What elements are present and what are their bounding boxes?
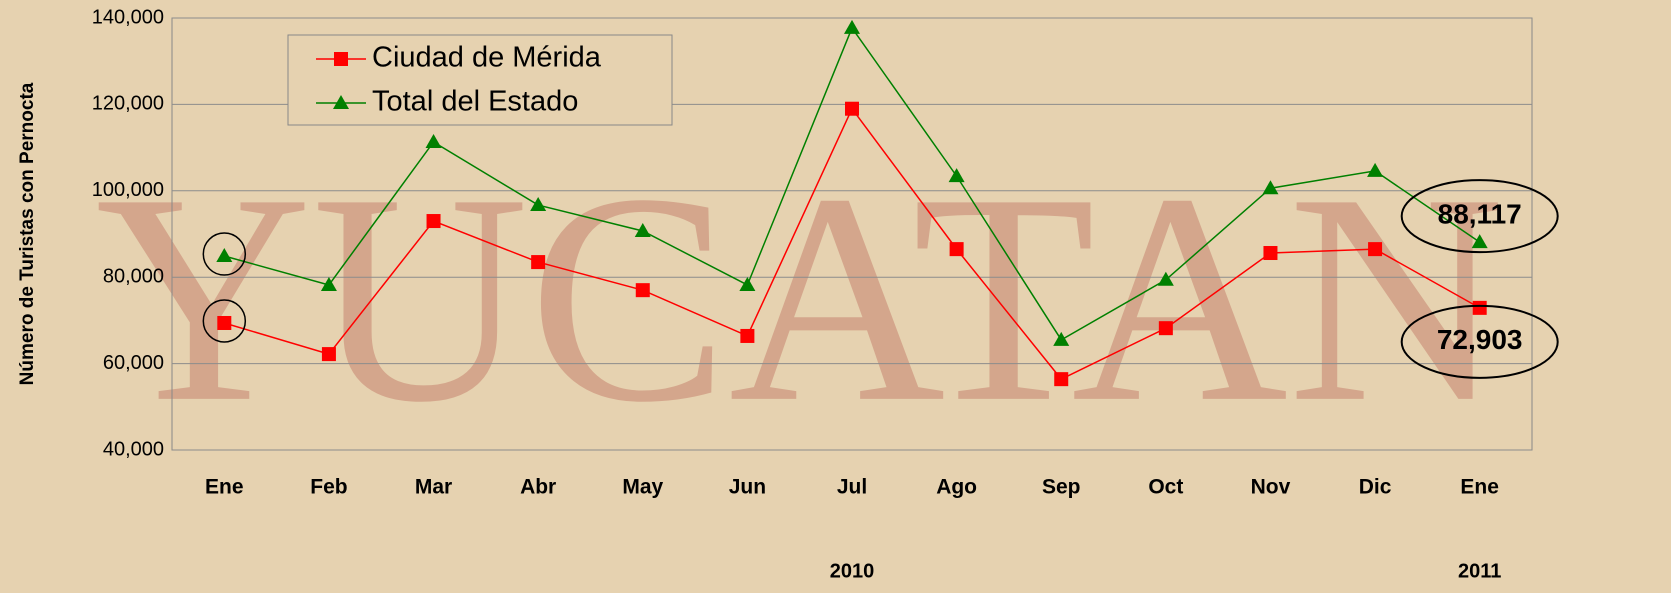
chart: YUCATAN Número de Turistas con Pernocta … — [0, 0, 1671, 593]
x-tick-label: May — [622, 476, 663, 499]
x-tick-label: Nov — [1251, 476, 1291, 499]
data-point — [845, 102, 859, 116]
x-tick-label: Mar — [415, 476, 452, 499]
x-tick-label: Jul — [837, 476, 867, 499]
x-tick-label: Ene — [205, 476, 244, 499]
x-tick-label: Dic — [1359, 476, 1392, 499]
x-tick-label: Ago — [936, 476, 977, 499]
y-tick-label: 100,000 — [92, 179, 164, 201]
data-point — [740, 329, 754, 343]
x-tick-label: Jun — [729, 476, 766, 499]
y-tick-label: 120,000 — [92, 93, 164, 115]
data-point — [1054, 372, 1068, 386]
y-tick-label: 40,000 — [103, 438, 164, 460]
x-tick-label: Feb — [310, 476, 347, 499]
year-label: 2010 — [830, 560, 875, 582]
legend-label: Ciudad de Mérida — [372, 42, 602, 74]
page: YUCATAN Número de Turistas con Pernocta … — [0, 0, 1671, 593]
data-point — [844, 20, 860, 34]
data-point — [1263, 246, 1277, 260]
data-point — [1368, 242, 1382, 256]
value-label: 88,117 — [1438, 199, 1522, 230]
y-tick-label: 60,000 — [103, 352, 164, 374]
y-axis-title: Número de Turistas con Pernocta — [17, 82, 38, 385]
data-point — [636, 283, 650, 297]
year-label: 2011 — [1458, 560, 1501, 582]
x-tick-label: Abr — [520, 476, 556, 499]
legend-label: Total del Estado — [372, 86, 578, 118]
data-point — [427, 214, 441, 228]
x-tick-label: Sep — [1042, 476, 1081, 499]
legend-marker — [334, 52, 348, 66]
x-tick-label: Oct — [1148, 476, 1183, 499]
data-point — [1159, 321, 1173, 335]
x-tick-label: Ene — [1460, 476, 1499, 499]
data-point — [531, 255, 545, 269]
data-point — [322, 347, 336, 361]
y-tick-label: 140,000 — [92, 6, 164, 28]
value-label: 72,903 — [1437, 324, 1523, 355]
watermark: YUCATAN — [95, 132, 1504, 464]
data-point — [950, 242, 964, 256]
data-point — [1473, 301, 1487, 315]
data-point — [217, 316, 231, 330]
y-tick-label: 80,000 — [103, 265, 164, 287]
